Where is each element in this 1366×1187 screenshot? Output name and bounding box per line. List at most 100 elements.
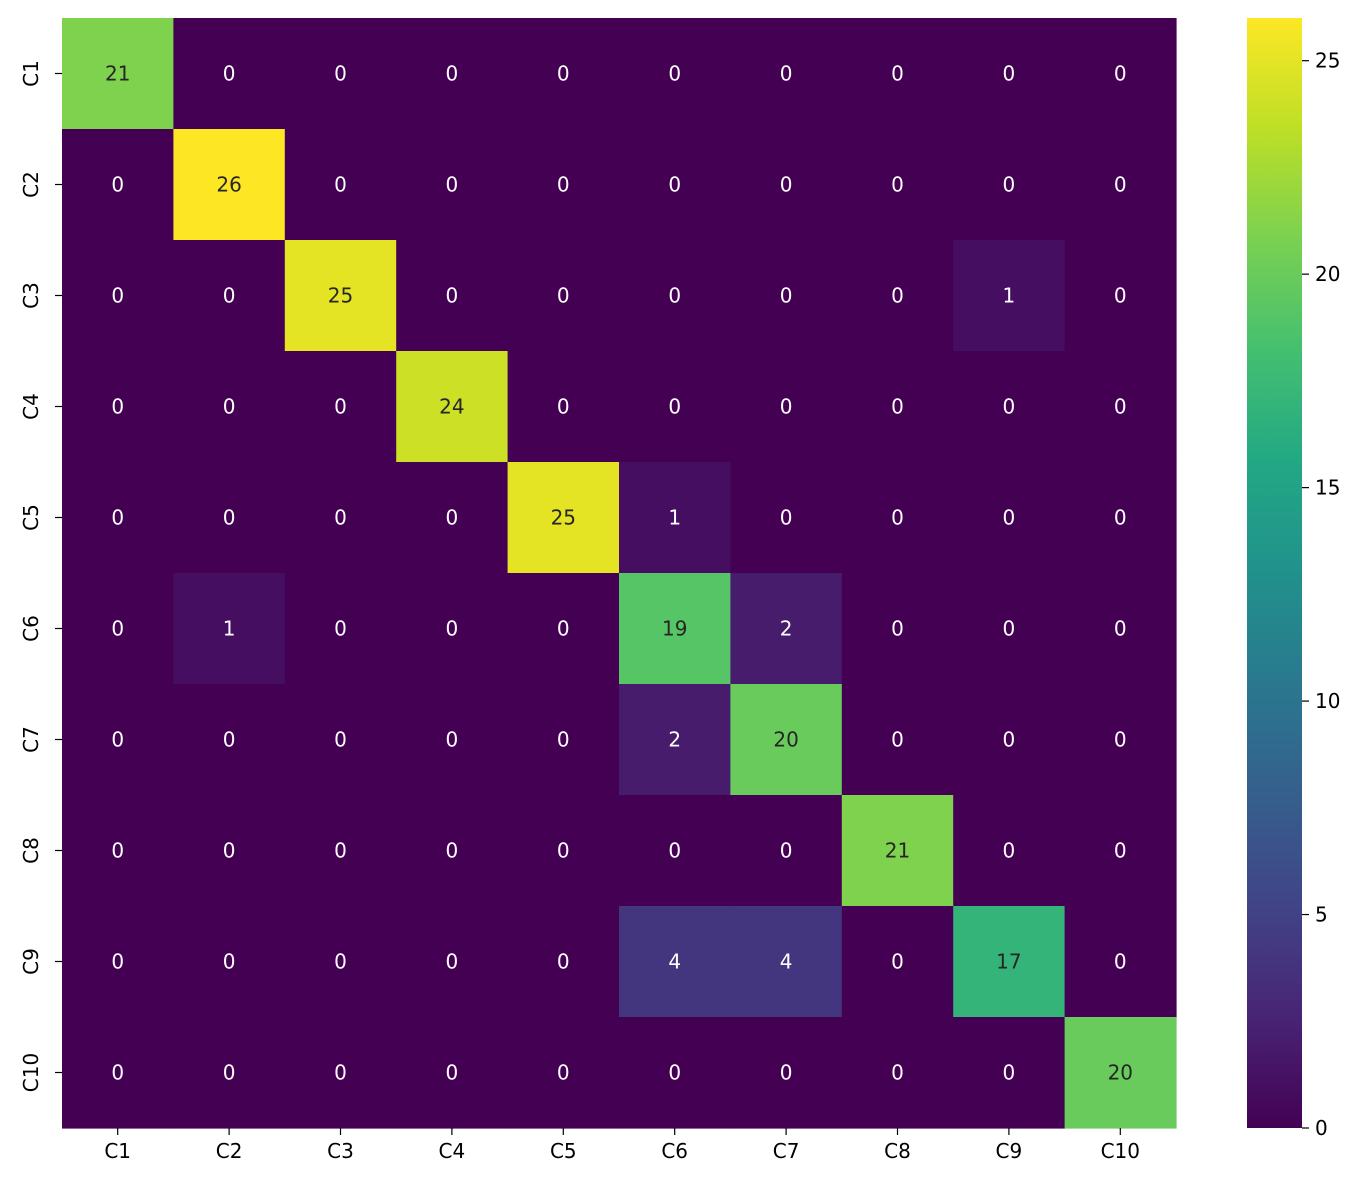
heatmap-cell-C3-C3 [284, 240, 397, 352]
cell-value-C2-C9: 0 [1003, 173, 1016, 197]
heatmap-cell-C5-C4 [396, 462, 509, 574]
heatmap-cell-C4-C2 [173, 351, 286, 463]
x-tick-label-C4: C4 [439, 1139, 466, 1163]
cell-value-C8-C2: 0 [223, 839, 236, 863]
heatmap-cell-C5-C2 [173, 462, 286, 574]
heatmap-cell-C9-C1 [62, 906, 174, 1018]
heatmap-cell-C5-C9 [953, 462, 1066, 574]
heatmap-cell-C5-C8 [841, 462, 954, 574]
heatmap-cell-C10-C7 [730, 1017, 843, 1129]
heatmap-cell-C1-C2 [173, 18, 286, 130]
y-tick-label-C7: C7 [19, 726, 43, 753]
colorbar-gradient [1247, 18, 1302, 1128]
heatmap-cell-C6-C5 [507, 573, 620, 685]
x-tick-label-C9: C9 [996, 1139, 1023, 1163]
cell-value-C1-C6: 0 [668, 62, 681, 86]
cell-value-C10-C9: 0 [1003, 1061, 1016, 1085]
x-tick-label-C8: C8 [884, 1139, 911, 1163]
x-tick-label-C10: C10 [1101, 1139, 1140, 1163]
heatmap-cell-C7-C3 [284, 684, 397, 796]
cell-value-C3-C10: 0 [1114, 284, 1127, 308]
heatmap-cell-C8-C9 [953, 795, 1066, 907]
cell-annotations: 21 0 0 0 0 0 0 0 0 00 26 0 0 0 0 0 0 0 00 0 25 0 0 0 0 0 1 00 0 0 24 0 0… [105, 62, 1133, 1085]
heatmap-cell-C7-C2 [173, 684, 286, 796]
heatmap-cell-C3-C1 [62, 240, 174, 352]
cell-value-C1-C9: 0 [1003, 62, 1016, 86]
heatmap-cell-C4-C8 [841, 351, 954, 463]
heatmap-cell-C6-C2 [173, 573, 286, 685]
cell-value-C2-C1: 0 [111, 173, 124, 197]
cell-value-C8-C9: 0 [1003, 839, 1016, 863]
y-tick-label-C2: C2 [19, 171, 43, 198]
cell-value-C10-C8: 0 [891, 1061, 904, 1085]
heatmap-cell-C2-C2 [173, 129, 286, 241]
cell-value-C4-C3: 0 [334, 395, 347, 419]
colorbar-tick-label-5: 5 [1315, 903, 1328, 927]
cell-value-C7-C10: 0 [1114, 728, 1127, 752]
cell-value-C9-C5: 0 [557, 950, 570, 974]
y-tick-label-C8: C8 [19, 837, 43, 864]
cell-value-C8-C6: 0 [668, 839, 681, 863]
heatmap-cell-C2-C6 [619, 129, 731, 241]
heatmap-cell-C7-C8 [841, 684, 954, 796]
cell-value-C5-C2: 0 [223, 506, 236, 530]
heatmap-cell-C7-C1 [62, 684, 174, 796]
heatmap-cell-C2-C3 [284, 129, 397, 241]
cell-value-C6-C6: 19 [662, 617, 687, 641]
heatmap-cell-C3-C4 [396, 240, 509, 352]
heatmap-cell-C6-C3 [284, 573, 397, 685]
heatmap-cell-C8-C10 [1064, 795, 1177, 907]
cell-value-C1-C2: 0 [223, 62, 236, 86]
heatmap-cell-C7-C5 [507, 684, 620, 796]
cell-value-C5-C1: 0 [111, 506, 124, 530]
cell-value-C7-C7: 20 [773, 728, 798, 752]
cell-value-C6-C10: 0 [1114, 617, 1127, 641]
y-tick-label-C4: C4 [19, 393, 43, 420]
heatmap-cell-C5-C7 [730, 462, 843, 574]
heatmap-cell-C10-C8 [841, 1017, 954, 1129]
heatmap-cell-C1-C5 [507, 18, 620, 130]
colorbar-tick-label-0: 0 [1315, 1116, 1328, 1140]
cell-value-C7-C1: 0 [111, 728, 124, 752]
cell-value-C4-C9: 0 [1003, 395, 1016, 419]
heatmap-cell-C2-C4 [396, 129, 509, 241]
heatmap-cell-C4-C1 [62, 351, 174, 463]
heatmap-cell-C10-C10 [1064, 1017, 1177, 1129]
cell-value-C8-C3: 0 [334, 839, 347, 863]
cell-value-C9-C2: 0 [223, 950, 236, 974]
cell-value-C3-C9: 1 [1003, 284, 1016, 308]
x-tick-label-C5: C5 [550, 1139, 577, 1163]
heatmap-cell-C3-C8 [841, 240, 954, 352]
cell-value-C2-C5: 0 [557, 173, 570, 197]
heatmap-cell-C5-C5 [507, 462, 620, 574]
y-tick-label-C6: C6 [19, 615, 43, 642]
heatmap-cell-C10-C9 [953, 1017, 1066, 1129]
cell-value-C4-C4: 24 [439, 395, 464, 419]
cell-value-C9-C10: 0 [1114, 950, 1127, 974]
cell-value-C6-C5: 0 [557, 617, 570, 641]
heatmap-cell-C8-C8 [841, 795, 954, 907]
cell-value-C10-C10: 20 [1108, 1061, 1133, 1085]
cell-value-C9-C9: 17 [996, 950, 1021, 974]
heatmap-cell-C5-C6 [619, 462, 731, 574]
heatmap-cell-C7-C7 [730, 684, 843, 796]
colorbar-tick-label-20: 20 [1315, 262, 1340, 286]
heatmap-cell-C8-C7 [730, 795, 843, 907]
cell-value-C8-C10: 0 [1114, 839, 1127, 863]
cell-value-C5-C8: 0 [891, 506, 904, 530]
cell-value-C2-C7: 0 [780, 173, 793, 197]
cell-value-C3-C7: 0 [780, 284, 793, 308]
x-axis: C1 C2 C3 C4 C5 C6 C7 C8 C9 C10 [104, 1128, 1140, 1163]
x-tick-label-C6: C6 [661, 1139, 688, 1163]
cell-value-C3-C1: 0 [111, 284, 124, 308]
cell-value-C9-C3: 0 [334, 950, 347, 974]
colorbar-tick-label-10: 10 [1315, 689, 1340, 713]
cell-value-C5-C5: 25 [551, 506, 576, 530]
heatmap-cell-C8-C5 [507, 795, 620, 907]
heatmap-cell-C9-C10 [1064, 906, 1177, 1018]
cell-value-C8-C5: 0 [557, 839, 570, 863]
y-tick-label-C1: C1 [19, 60, 43, 87]
heatmap-cell-C4-C5 [507, 351, 620, 463]
heatmap-cell-C6-C10 [1064, 573, 1177, 685]
